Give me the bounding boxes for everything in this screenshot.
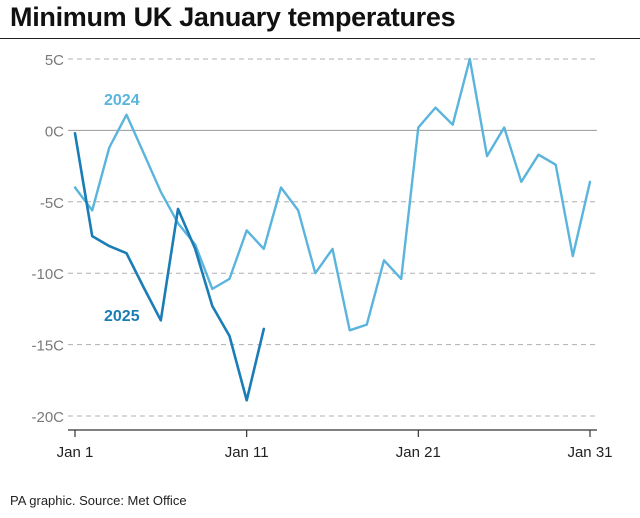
y-tick-label: -15C <box>31 338 64 355</box>
x-tick-label: Jan 21 <box>396 444 441 461</box>
series-label-2025: 2025 <box>104 308 140 325</box>
series-lines <box>73 57 592 402</box>
chart-title: Minimum UK January temperatures <box>10 2 456 32</box>
y-tick-label: -5C <box>40 195 64 212</box>
y-tick-label: -20C <box>31 409 64 426</box>
series-labels: 2024 2025 <box>104 92 140 325</box>
x-tick-label: Jan 31 <box>567 444 612 461</box>
y-tick-label: 5C <box>45 52 64 69</box>
x-axis: Jan 1 Jan 11 Jan 21 Jan 31 <box>57 429 613 461</box>
x-tick-label: Jan 1 <box>57 444 94 461</box>
source-note: PA graphic. Source: Met Office <box>10 493 187 508</box>
x-tick-label: Jan 11 <box>225 444 269 461</box>
series-line-2025 <box>73 132 266 402</box>
title-divider <box>0 38 640 39</box>
y-tick-labels: 5C 0C -5C -10C -15C -20C <box>31 52 64 426</box>
series-line-2024 <box>73 57 592 332</box>
y-tick-label: 0C <box>45 123 64 140</box>
series-label-2024: 2024 <box>104 92 140 109</box>
y-tick-label: -10C <box>31 266 64 283</box>
gridlines <box>68 58 597 417</box>
